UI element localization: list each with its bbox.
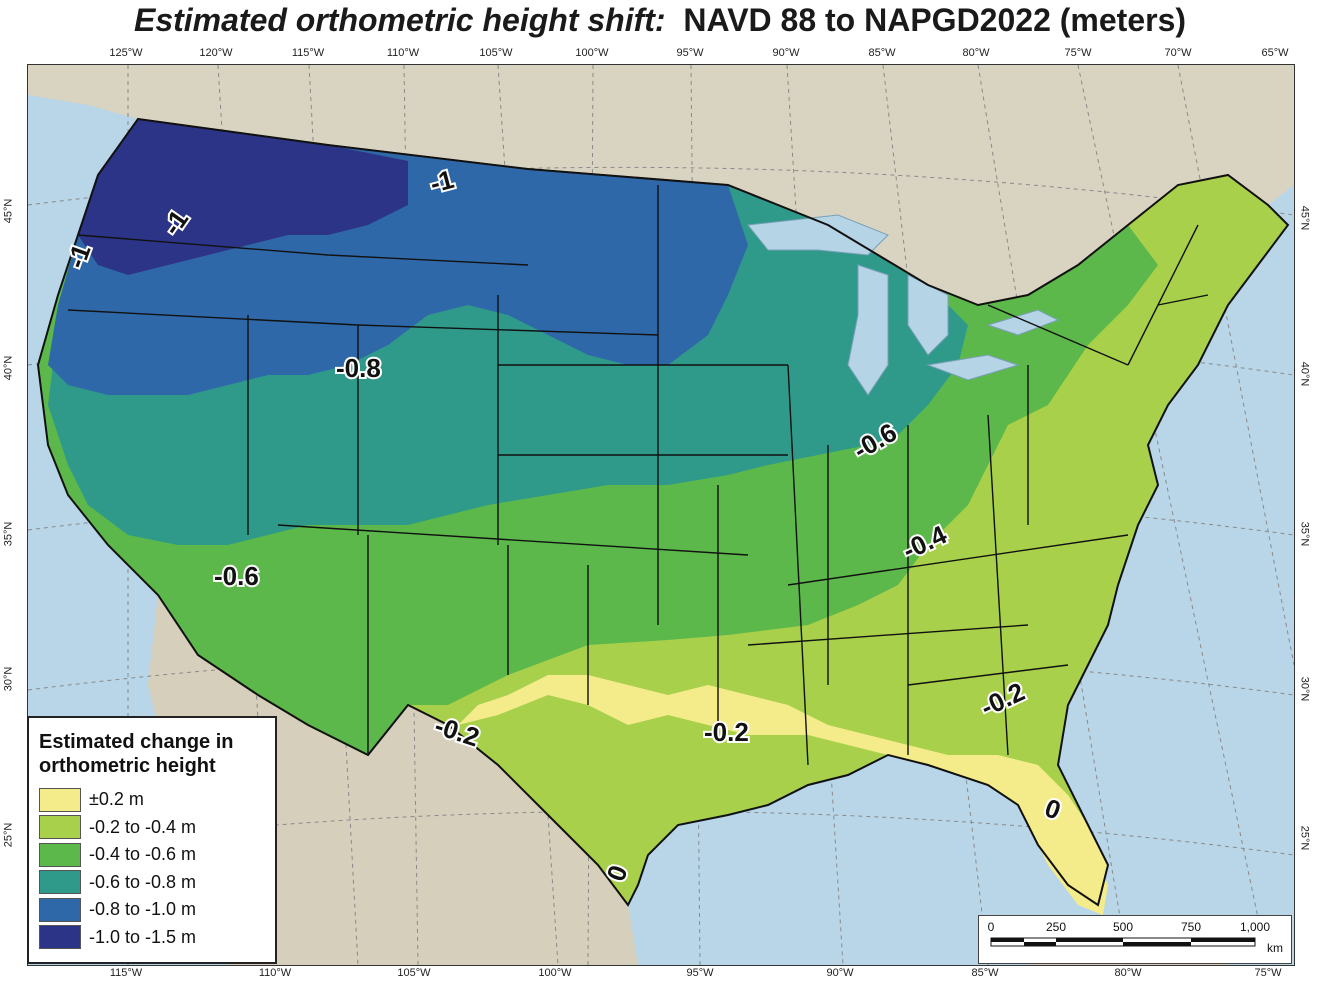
scale-tick-label: 500 [1112, 920, 1134, 934]
map-title: Estimated orthometric height shift: NAVD… [0, 2, 1320, 50]
legend-item: -0.2 to -0.4 m [39, 814, 265, 842]
lon-top-label: 105°W [479, 47, 513, 59]
us-zone-1-0-to-1-5 [78, 119, 408, 275]
lon-bot-label: 115°W [109, 967, 143, 979]
lat-right-label: 45°N [1298, 205, 1311, 231]
lat-right-label: 25°N [1298, 825, 1311, 851]
us-zone-0-2 [458, 675, 1108, 905]
contour-label: -0.8 [336, 353, 381, 383]
lat-left-label: 40°N [2, 355, 15, 381]
legend-item: -0.4 to -0.6 m [39, 841, 265, 869]
lon-top-label: 90°W [772, 47, 800, 59]
scale-bar: 0 250 500 750 1,000 km [978, 915, 1292, 964]
bottom-longitude-labels: 115°W 110°W 105°W 100°W 95°W 90°W 85°W 8… [0, 967, 1320, 981]
lon-bot-label: 95°W [686, 967, 714, 979]
legend-swatch [39, 870, 81, 895]
legend-label: -1.0 to -1.5 m [89, 926, 197, 947]
lon-bot-label: 100°W [538, 967, 572, 979]
legend-item: -1.0 to -1.5 m [39, 924, 265, 952]
legend-item: -0.8 to -1.0 m [39, 896, 265, 924]
contour-label: -0.6 [214, 561, 259, 591]
legend-label: ±0.2 m [89, 789, 144, 810]
lat-right-label: 35°N [1298, 521, 1311, 547]
scale-tick-label: 1,000 [1239, 920, 1271, 934]
lon-top-label: 70°W [1164, 47, 1192, 59]
lon-top-label: 110°W [386, 47, 420, 59]
lon-top-label: 125°W [109, 47, 143, 59]
lon-top-label: 85°W [868, 47, 896, 59]
legend-swatch [39, 787, 81, 812]
lat-left-label: 45°N [2, 198, 15, 224]
legend-title-line1: Estimated change in [39, 731, 234, 753]
lon-bot-label: 110°W [258, 967, 292, 979]
lon-bot-label: 90°W [826, 967, 854, 979]
lon-bot-label: 80°W [1114, 967, 1142, 979]
lat-right-label: 40°N [1298, 361, 1311, 387]
legend-title: Estimated change in orthometric height [39, 730, 265, 778]
right-latitude-labels: 45°N 40°N 35°N 30°N 25°N [1294, 0, 1320, 990]
legend-item: -0.6 to -0.8 m [39, 869, 265, 897]
legend-item: ±0.2 m [39, 786, 265, 814]
legend-swatch [39, 842, 81, 867]
legend-label: -0.6 to -0.8 m [89, 871, 197, 892]
scale-tick-label: 250 [1045, 920, 1067, 934]
legend-label: -0.8 to -1.0 m [89, 899, 197, 920]
lon-top-label: 120°W [199, 47, 233, 59]
lon-bot-label: 85°W [971, 967, 999, 979]
lon-bot-label: 105°W [397, 967, 431, 979]
legend: Estimated change in orthometric height ±… [27, 716, 277, 964]
legend-title-line2: orthometric height [39, 755, 216, 777]
legend-swatch [39, 815, 81, 840]
legend-swatch [39, 925, 81, 950]
top-longitude-labels: 125°W 120°W 115°W 110°W 105°W 100°W 95°W… [0, 47, 1320, 61]
legend-label: -0.4 to -0.6 m [89, 844, 197, 865]
scale-unit: km [1267, 941, 1283, 955]
lon-top-label: 100°W [575, 47, 609, 59]
lon-top-label: 65°W [1261, 47, 1289, 59]
lat-left-label: 30°N [2, 666, 15, 692]
title-italic: Estimated orthometric height shift: [133, 2, 666, 38]
florida-zone-0-2 [1028, 785, 1108, 915]
canada-land [28, 65, 1294, 305]
great-lakes [747, 214, 1060, 396]
scale-tick-label: 750 [1180, 920, 1202, 934]
lat-right-label: 30°N [1298, 676, 1311, 702]
left-latitude-labels: 45°N 40°N 35°N 30°N 25°N [0, 0, 26, 990]
lon-top-label: 115°W [291, 47, 325, 59]
title-regular: NAVD 88 to NAPGD2022 (meters) [683, 2, 1187, 38]
legend-swatch [39, 897, 81, 922]
scale-graphic [990, 937, 1256, 947]
contour-label: -0.2 [704, 717, 749, 747]
lon-top-label: 95°W [676, 47, 704, 59]
lat-left-label: 25°N [2, 822, 15, 848]
legend-label: -0.2 to -0.4 m [89, 816, 197, 837]
lon-bot-label: 75°W [1254, 967, 1282, 979]
lat-left-label: 35°N [2, 521, 15, 547]
lon-top-label: 75°W [1064, 47, 1092, 59]
scale-tick-label: 0 [987, 920, 995, 934]
us-outline [36, 117, 1290, 907]
lon-top-label: 80°W [962, 47, 990, 59]
